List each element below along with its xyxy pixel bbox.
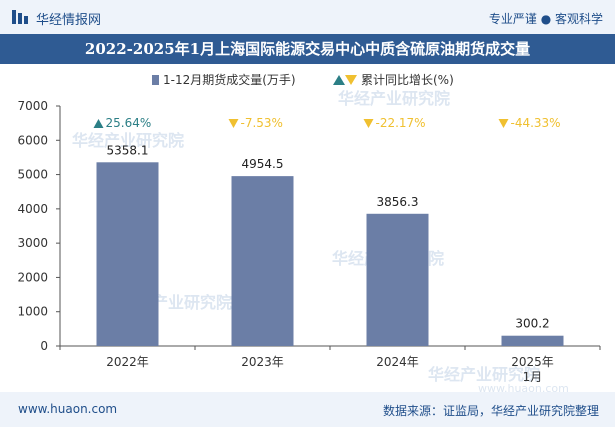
x-tick-label: 2025年 1月 bbox=[511, 355, 554, 384]
brand-logo-icon bbox=[12, 10, 28, 24]
title-band: 2022-2025年1月上海国际能源交易中心中质含硫原油期货成交量 bbox=[0, 34, 615, 64]
y-tick-label: 2000 bbox=[17, 270, 48, 284]
bar bbox=[366, 213, 429, 346]
y-tick-label: 3000 bbox=[17, 236, 48, 250]
chart: 华经产业研究院华经产业研究院华经产业研究院华经产业研究院华经产业研究院www.h… bbox=[17, 72, 601, 392]
legend-bar-swatch bbox=[152, 75, 159, 85]
bar-value-label: 5358.1 bbox=[107, 143, 149, 157]
legend-growth-label: 累计同比增长(%) bbox=[361, 73, 454, 87]
x-tick-label: 2023年 bbox=[241, 355, 284, 369]
growth-label: -44.33% bbox=[511, 116, 561, 130]
watermark-text: 华经产业研究院 bbox=[428, 365, 540, 384]
watermark-text: 华经产业研究院 bbox=[72, 131, 184, 150]
y-tick-label: 7000 bbox=[17, 99, 48, 113]
x-tick-label: 2022年 bbox=[106, 355, 149, 369]
growth-up-triangle-icon bbox=[93, 119, 104, 128]
footer-band: www.huaon.com 数据来源：证监局，华经产业研究院整理 bbox=[0, 392, 615, 427]
growth-down-triangle-icon bbox=[363, 119, 374, 128]
growth-down-triangle-icon bbox=[228, 119, 239, 128]
watermark-url: www.huaon.com bbox=[478, 382, 569, 392]
bar bbox=[231, 176, 294, 346]
watermark-text: 华经产业研究院 bbox=[338, 89, 450, 108]
bar-value-label: 3856.3 bbox=[377, 195, 419, 209]
footer-url: www.huaon.com bbox=[18, 402, 118, 416]
legend-bar-label: 1-12月期货成交量(万手) bbox=[163, 72, 296, 87]
bars: 5358.1 25.64% 4954.5 -7.53% 3856.3 -22.17% 300… bbox=[93, 116, 564, 346]
top-band: 华经情报网 专业严谨 ● 客观科学 bbox=[0, 0, 615, 34]
bar-value-label: 300.2 bbox=[515, 317, 549, 331]
bar bbox=[96, 162, 159, 346]
legend-down-triangle-icon bbox=[345, 75, 357, 85]
y-tick-label: 1000 bbox=[17, 305, 48, 319]
chart-title: 2022-2025年1月上海国际能源交易中心中质含硫原油期货成交量 bbox=[84, 40, 531, 58]
legend-up-triangle-icon bbox=[333, 75, 345, 85]
growth-label: -7.53% bbox=[241, 116, 283, 130]
y-tick-labels: 0 1000 2000 3000 4000 5000 6000 7000 bbox=[17, 99, 60, 353]
bar bbox=[501, 335, 564, 346]
brand-tagline: 专业严谨 ● 客观科学 bbox=[488, 12, 603, 26]
x-tick-label: 2024年 bbox=[376, 355, 419, 369]
growth-down-triangle-icon bbox=[498, 119, 509, 128]
y-tick-label: 6000 bbox=[17, 133, 48, 147]
y-tick-label: 4000 bbox=[17, 202, 48, 216]
growth-label: -22.17% bbox=[376, 116, 426, 130]
footer-source: 数据来源：证监局，华经产业研究院整理 bbox=[382, 404, 599, 418]
bar-value-label: 4954.5 bbox=[242, 157, 284, 171]
growth-label: 25.64% bbox=[106, 116, 152, 130]
y-tick-label: 5000 bbox=[17, 168, 48, 182]
y-tick-label: 0 bbox=[40, 339, 48, 353]
legend: 1-12月期货成交量(万手) 累计同比增长(%) bbox=[152, 72, 454, 87]
brand-name: 华经情报网 bbox=[36, 13, 102, 28]
x-tick-labels: 2022年 2023年 2024年 2025年 1月 bbox=[59, 346, 601, 384]
